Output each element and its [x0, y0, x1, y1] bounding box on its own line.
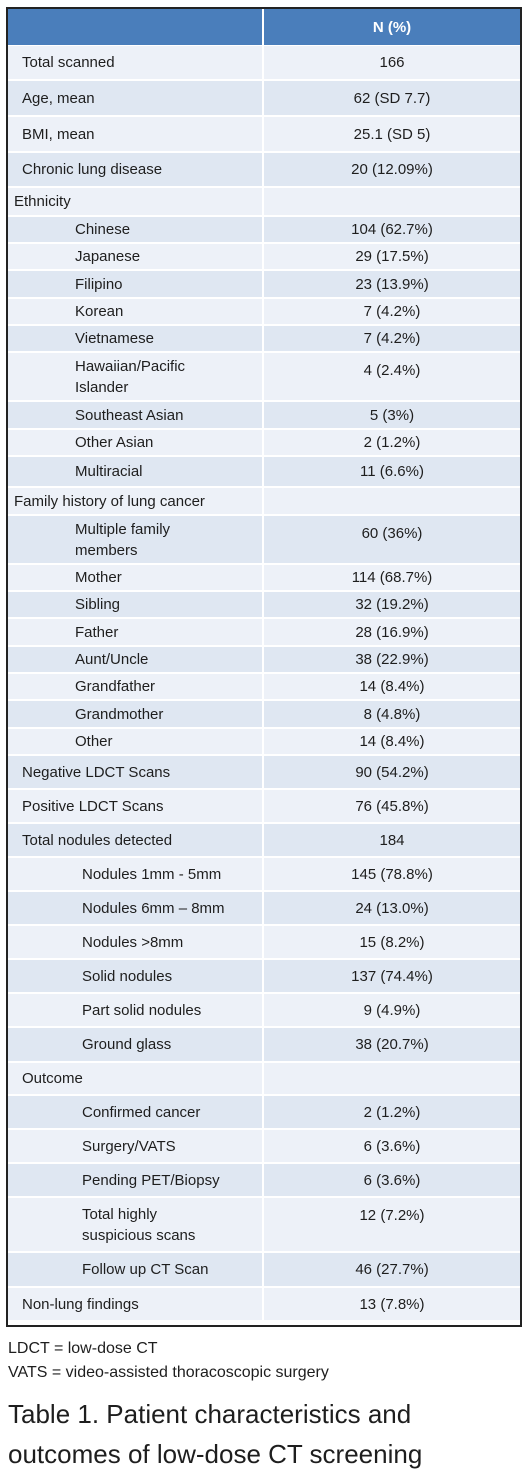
row-value: 11 (6.6%) — [264, 457, 520, 486]
row-value: 12 (7.2%) — [264, 1198, 520, 1251]
row-label: Father — [8, 619, 262, 645]
row-label: Grandfather — [8, 674, 262, 699]
row-value: 166 — [264, 46, 520, 79]
row-value: 2 (1.2%) — [264, 430, 520, 455]
row-value: 29 (17.5%) — [264, 244, 520, 269]
row-label: Nodules >8mm — [8, 926, 262, 958]
row-value: 28 (16.9%) — [264, 619, 520, 645]
row-value: 23 (13.9%) — [264, 271, 520, 297]
row-value: 184 — [264, 824, 520, 856]
row-label: Total scanned — [8, 46, 262, 79]
row-label: Aunt/Uncle — [8, 647, 262, 672]
row-value: 38 (22.9%) — [264, 647, 520, 672]
header-cell — [8, 9, 264, 45]
caption: Table 1. Patient characteristics and out… — [8, 1399, 423, 1469]
row-label: Pending PET/Biopsy — [8, 1164, 262, 1196]
row-value: 9 (4.9%) — [264, 994, 520, 1026]
footnote: VATS = video-assisted thoracoscopic surg… — [8, 1364, 329, 1381]
row-label: Outcome — [8, 1063, 262, 1094]
row-label: Multiple family members — [8, 516, 262, 563]
row-label: Part solid nodules — [8, 994, 262, 1026]
row-value: 62 (SD 7.7) — [264, 81, 520, 115]
footnote: LDCT = low-dose CT — [8, 1340, 158, 1357]
row-value: 76 (45.8%) — [264, 790, 520, 822]
row-label: Japanese — [8, 244, 262, 269]
row-label: Positive LDCT Scans — [8, 790, 262, 822]
row-label: Confirmed cancer — [8, 1096, 262, 1128]
row-label: Surgery/VATS — [8, 1130, 262, 1162]
row-value: 13 (7.8%) — [264, 1288, 520, 1320]
row-value: 25.1 (SD 5) — [264, 117, 520, 151]
row-value: 6 (3.6%) — [264, 1130, 520, 1162]
row-label: Sibling — [8, 592, 262, 617]
row-label: Nodules 1mm - 5mm — [8, 858, 262, 890]
row-value: 15 (8.2%) — [264, 926, 520, 958]
row-label: Ethnicity — [8, 188, 262, 215]
row-label: Total highly suspicious scans — [8, 1198, 262, 1251]
row-label: Chinese — [8, 217, 262, 242]
row-label: Non-lung findings — [8, 1288, 262, 1320]
row-value: 6 (3.6%) — [264, 1164, 520, 1196]
row-value: 104 (62.7%) — [264, 217, 520, 242]
row-value: 14 (8.4%) — [264, 674, 520, 699]
row-label: Korean — [8, 299, 262, 324]
row-value: 24 (13.0%) — [264, 892, 520, 924]
row-value: 4 (2.4%) — [264, 353, 520, 400]
row-value — [264, 1063, 520, 1094]
row-label: Chronic lung disease — [8, 153, 262, 186]
row-label: Other — [8, 729, 262, 754]
row-label: Filipino — [8, 271, 262, 297]
row-value: 20 (12.09%) — [264, 153, 520, 186]
row-label: Age, mean — [8, 81, 262, 115]
row-label: Grandmother — [8, 701, 262, 727]
row-value — [264, 188, 520, 215]
row-value: 137 (74.4%) — [264, 960, 520, 992]
row-value: 2 (1.2%) — [264, 1096, 520, 1128]
row-value — [264, 488, 520, 514]
row-label: Vietnamese — [8, 326, 262, 351]
row-label: Nodules 6mm – 8mm — [8, 892, 262, 924]
table: N (%) Total scanned 166 Age, mean 62 (SD 7.7… — [6, 7, 522, 1327]
row-label: Negative LDCT Scans — [8, 756, 262, 788]
row-label: Other Asian — [8, 430, 262, 455]
row-label: BMI, mean — [8, 117, 262, 151]
row-value: 145 (78.8%) — [264, 858, 520, 890]
row-label: Hawaiian/Pacific Islander — [8, 353, 262, 400]
row-value: 7 (4.2%) — [264, 299, 520, 324]
row-value: 38 (20.7%) — [264, 1028, 520, 1061]
row-value: 46 (27.7%) — [264, 1253, 520, 1286]
row-label: Southeast Asian — [8, 402, 262, 428]
row-value: 8 (4.8%) — [264, 701, 520, 727]
row-value: 114 (68.7%) — [264, 565, 520, 590]
row-value: 14 (8.4%) — [264, 729, 520, 754]
row-value: 7 (4.2%) — [264, 326, 520, 351]
row-value: 60 (36%) — [264, 516, 520, 563]
row-value: 32 (19.2%) — [264, 592, 520, 617]
row-label: Total nodules detected — [8, 824, 262, 856]
row-label: Family history of lung cancer — [8, 488, 262, 514]
row-label: Follow up CT Scan — [8, 1253, 262, 1286]
row-label: Solid nodules — [8, 960, 262, 992]
row-label: Ground glass — [8, 1028, 262, 1061]
row-label: Multiracial — [8, 457, 262, 486]
row-value: 90 (54.2%) — [264, 756, 520, 788]
header-cell: N (%) — [264, 9, 520, 45]
row-value: 5 (3%) — [264, 402, 520, 428]
row-label: Mother — [8, 565, 262, 590]
